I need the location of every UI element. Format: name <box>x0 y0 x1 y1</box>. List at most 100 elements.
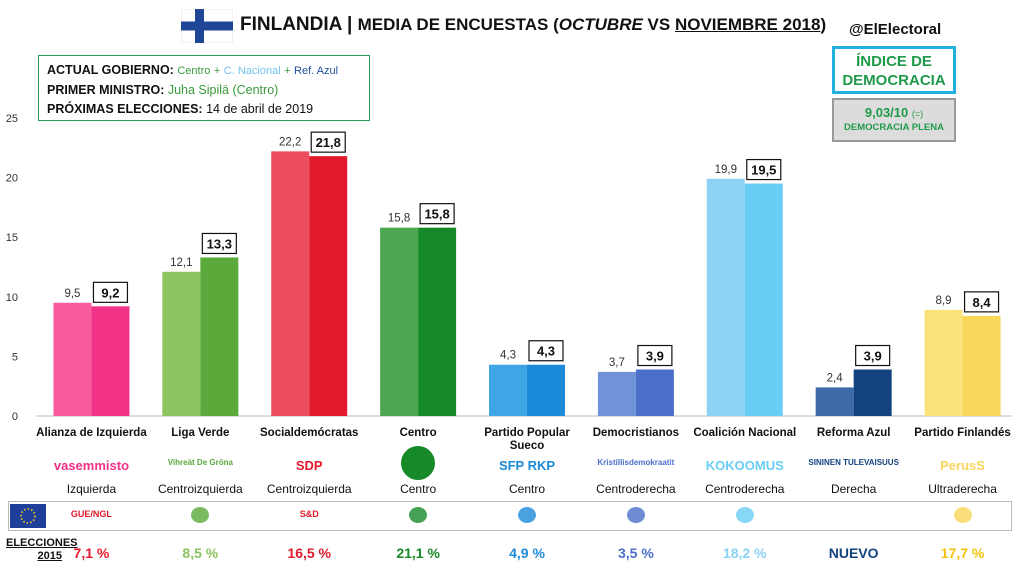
data-label-box <box>746 158 782 181</box>
party-logo: PerusS <box>940 458 985 473</box>
data-label-noviembre: 13,3 <box>207 236 232 251</box>
data-label-octubre: 2,4 <box>827 372 844 384</box>
bar-noviembre <box>309 156 348 417</box>
page-title: FINLANDIA | MEDIA DE ENCUESTAS (OCTUBRE … <box>240 14 826 36</box>
title-close: ) <box>820 15 827 34</box>
category-label: Democristianos <box>593 427 679 439</box>
y-tick-label: 15 <box>6 232 18 244</box>
data-label-box <box>855 344 891 367</box>
eu-flag-icon <box>10 504 46 528</box>
bar-octubre <box>815 387 854 416</box>
data-label-noviembre: 21,8 <box>316 135 341 150</box>
elections-2015-value: 4,9 % <box>509 545 545 561</box>
data-label-octubre: 19,9 <box>715 164 737 176</box>
data-label-noviembre: 8,4 <box>973 295 992 310</box>
bar-noviembre <box>200 257 239 416</box>
bar-octubre <box>924 309 963 416</box>
data-label-octubre: 3,7 <box>609 357 625 369</box>
party-ideology: Derecha <box>830 482 877 496</box>
eu-groups-row <box>8 501 1012 531</box>
government-info-box: ACTUAL GOBIERNO: Centro + C. Nacional + … <box>38 55 370 121</box>
pm-value: Juha Sipilä (Centro) <box>167 83 279 97</box>
party-ideology: Izquierda <box>66 482 117 496</box>
eu-group-logo: GUE/NGL <box>70 509 112 519</box>
y-tick-label: 25 <box>6 113 18 125</box>
democracy-score-change: (=) <box>911 109 924 119</box>
title-month-b: NOVIEMBRE 2018 <box>674 15 821 34</box>
data-label-box <box>201 232 237 255</box>
title-subtitle: MEDIA DE ENCUESTAS ( <box>357 15 559 34</box>
data-label-box <box>419 203 455 225</box>
data-label-box <box>528 340 564 362</box>
data-label-box <box>92 281 129 303</box>
party-logo-icon <box>401 446 436 480</box>
party-ideology: Centro <box>400 482 437 496</box>
elections-2015-value: 21,1 % <box>396 545 440 561</box>
bar-noviembre <box>962 315 1001 416</box>
data-label-noviembre: 15,8 <box>424 207 449 222</box>
bar-octubre <box>162 271 201 416</box>
eu-group-icon <box>518 507 536 523</box>
elections-2015-value: 8,5 % <box>182 545 219 561</box>
elections-2015-value: 3,5 % <box>617 545 654 561</box>
party-logo: vasemmisto <box>53 458 130 473</box>
elections-label: PRÓXIMAS ELECCIONES: <box>47 102 203 116</box>
bar-noviembre <box>744 183 783 416</box>
data-label-octubre: 4,3 <box>500 350 516 362</box>
bar-octubre <box>489 364 527 416</box>
gov-party-centro: Centro <box>177 65 211 77</box>
elections-2015-value: 7,1 % <box>73 545 110 561</box>
bar-noviembre <box>853 369 892 416</box>
democracy-title-1: ÍNDICE DE <box>856 53 932 70</box>
bar-noviembre <box>418 227 457 416</box>
eu-group-logo: S&D <box>299 509 319 519</box>
category-label: Coalición Nacional <box>693 427 796 439</box>
bar-noviembre <box>527 364 565 416</box>
category-label: Liga Verde <box>171 427 229 439</box>
gov-plus-2: + <box>284 65 291 77</box>
category-label: Reforma Azul <box>817 427 891 439</box>
data-label-box <box>310 131 346 153</box>
y-tick-label: 20 <box>6 173 18 185</box>
eu-group-icon <box>735 507 754 523</box>
gov-party-refazul: Ref. Azul <box>294 65 339 77</box>
party-logo: SFP RKP <box>498 458 556 473</box>
democracy-title-2: DEMOCRACIA <box>842 72 946 89</box>
bar-noviembre <box>635 369 674 416</box>
democracy-score-box: 9,03/10 (=) DEMOCRACIA PLENA <box>832 98 956 142</box>
y-tick-label: 5 <box>12 351 18 363</box>
party-logo: SDP <box>295 458 323 473</box>
elections-2015-label-1: ELECCIONES <box>6 537 78 549</box>
eu-group-icon <box>191 507 210 523</box>
party-ideology: Centroderecha <box>596 482 676 496</box>
data-label-box <box>637 344 673 367</box>
data-label-noviembre: 19,5 <box>751 163 776 178</box>
party-ideology: Ultraderecha <box>928 482 997 496</box>
category-label: Socialdemócratas <box>260 427 358 439</box>
bar-octubre <box>53 302 92 416</box>
eu-group-icon <box>409 507 428 523</box>
party-ideology: Centroizquierda <box>157 482 243 496</box>
title-country: FINLANDIA <box>240 14 342 35</box>
data-label-octubre: 12,1 <box>170 257 192 269</box>
bar-octubre <box>380 227 419 416</box>
party-ideology: Centroderecha <box>705 482 785 496</box>
gov-party-cnacional: C. Nacional <box>223 65 281 77</box>
bar-noviembre <box>91 306 130 416</box>
democracy-category: DEMOCRACIA PLENA <box>844 122 944 133</box>
category-label: Centro <box>400 427 437 439</box>
title-vs: VS <box>642 15 675 34</box>
data-label-noviembre: 9,2 <box>101 285 119 300</box>
y-tick-label: 0 <box>12 411 18 423</box>
party-logo: Kristillisdemokraatit <box>597 458 675 467</box>
title-separator: | <box>346 14 353 35</box>
title-month-a: OCTUBRE <box>558 15 643 34</box>
category-label: Sueco <box>510 440 545 452</box>
party-logo: Vihreät De Gröna <box>167 458 233 467</box>
gov-label: ACTUAL GOBIERNO: <box>47 63 174 77</box>
data-label-noviembre: 3,9 <box>646 349 664 364</box>
twitter-handle: @ElElectoral <box>849 21 942 38</box>
data-label-octubre: 8,9 <box>936 295 952 307</box>
bar-octubre <box>271 151 310 416</box>
